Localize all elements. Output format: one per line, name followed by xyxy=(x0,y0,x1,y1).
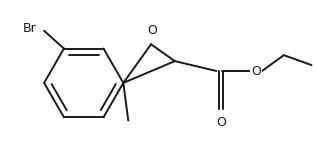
Text: Br: Br xyxy=(22,22,36,35)
Text: O: O xyxy=(216,116,226,129)
Text: O: O xyxy=(147,24,157,37)
Text: O: O xyxy=(251,65,261,78)
